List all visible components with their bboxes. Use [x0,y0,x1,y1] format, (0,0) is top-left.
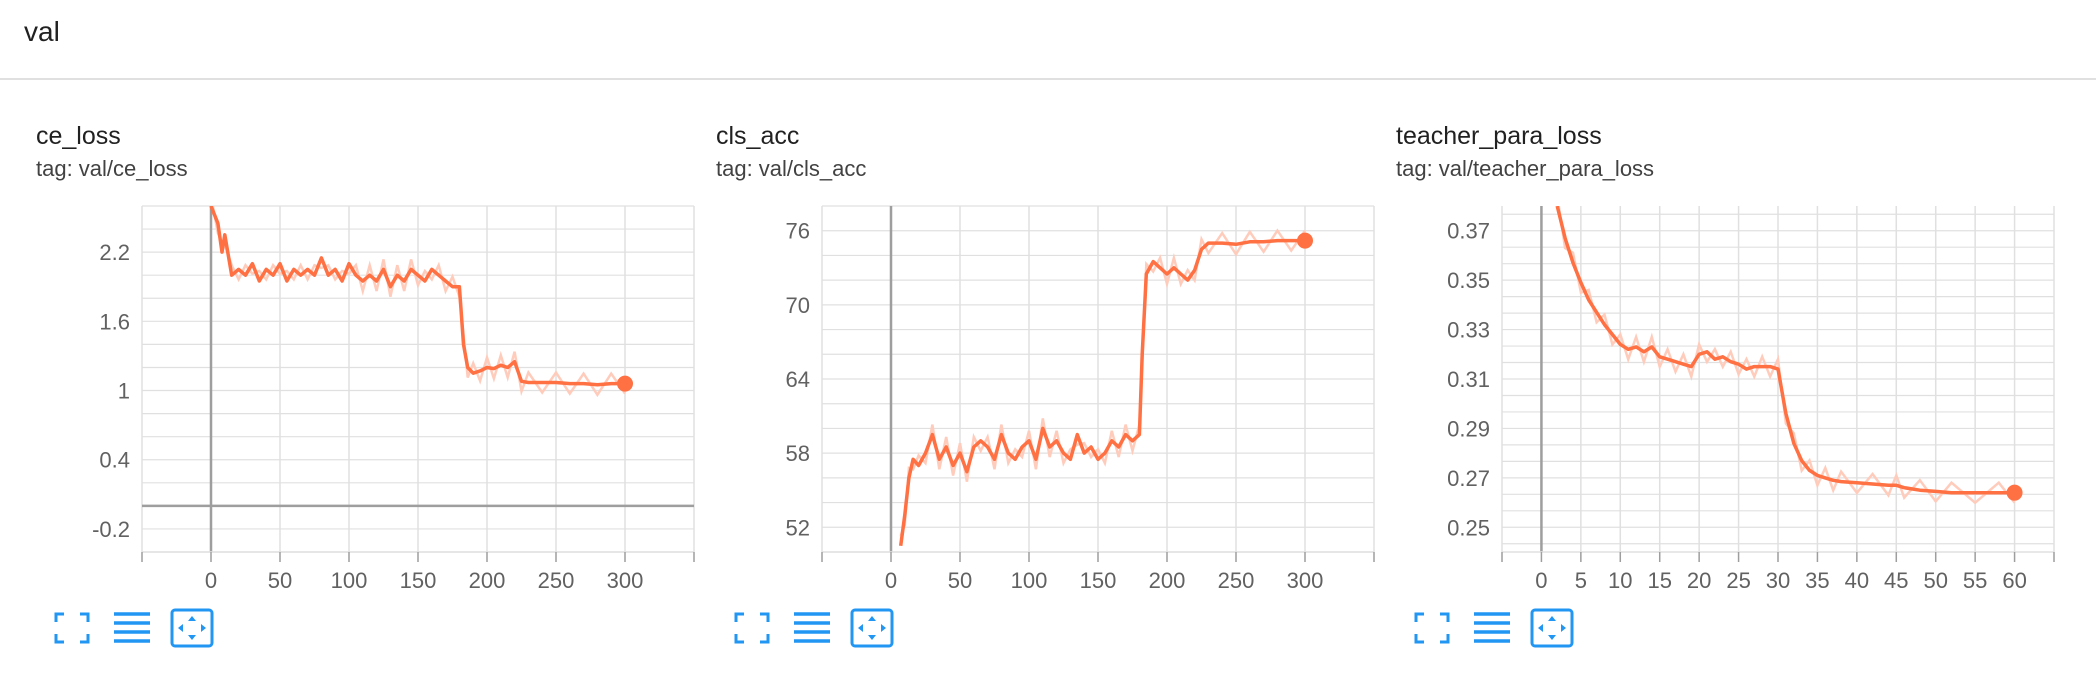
x-tick-label: 30 [1766,568,1790,593]
fullscreen-button[interactable] [1410,608,1454,648]
x-tick-label: 150 [1080,568,1117,593]
fit-domain-icon [170,608,214,648]
x-tick-label: 10 [1608,568,1632,593]
card-toolbar [50,608,270,652]
y-tick-label: 0.29 [1447,416,1490,441]
card-tag: tag: val/teacher_para_loss [1396,156,1655,181]
chart-card-ce-loss: ce_loss tag: val/ce_loss 0 50 100 150 200 250… [36,112,716,672]
x-tick-label: 100 [331,568,368,593]
x-tick-label: 55 [1963,568,1987,593]
line-chart[interactable]: 0 50 100 150 200 250 300 -0.2 0.4 1 1.6 2.2 [36,198,716,608]
x-tick-label: 50 [1923,568,1947,593]
card-tag: tag: val/ce_loss [36,156,188,181]
toggle-log-scale-button[interactable] [110,608,154,648]
y-tick-label: 1 [118,379,130,404]
toggle-log-icon [114,612,150,643]
card-toolbar [730,608,950,652]
x-tick-label: 100 [1011,568,1048,593]
card-title: cls_acc [716,122,800,150]
last-point-marker [617,375,633,392]
y-tick-label: 0.37 [1447,219,1490,244]
x-tick-label: 5 [1575,568,1587,593]
y-tick-label: 0.31 [1447,367,1490,392]
x-tick-label: 35 [1805,568,1829,593]
x-tick-label: 45 [1884,568,1908,593]
x-tick-label: 60 [2002,568,2026,593]
x-tick-label: 250 [538,568,575,593]
y-tick-label: 76 [786,219,810,244]
toggle-log-scale-button[interactable] [1470,608,1514,648]
y-tick-label: 52 [786,515,810,540]
y-tick-label: 0.25 [1447,515,1490,540]
fullscreen-button[interactable] [730,608,774,648]
x-tick-label: 40 [1845,568,1869,593]
group-title: val [24,16,60,47]
x-tick-label: 20 [1687,568,1711,593]
toggle-log-icon [1474,612,1510,643]
chart-card-cls-acc: cls_acc tag: val/cls_acc 0 50 100 150 200 250… [716,112,1396,672]
card-title: teacher_para_loss [1396,122,1602,150]
x-tick-label: 0 [885,568,897,593]
fit-domain-icon [850,608,894,648]
card-toolbar [1410,608,1630,652]
series-line [1555,206,2015,495]
x-tick-label: 200 [1149,568,1186,593]
fit-domain-button[interactable] [850,608,894,648]
x-tick-label: 200 [469,568,506,593]
y-tick-label: 58 [786,441,810,466]
toggle-log-scale-button[interactable] [790,608,834,648]
toggle-log-icon [794,612,830,643]
fullscreen-button[interactable] [50,608,94,648]
last-point-marker [1297,232,1313,249]
fullscreen-icon [1414,612,1450,644]
last-point-marker [2006,484,2023,501]
x-tick-label: 0 [205,568,217,593]
y-tick-label: 70 [786,293,810,318]
y-tick-label: 0.33 [1447,318,1490,343]
grid [1501,206,2055,552]
group-header[interactable]: val [0,0,2096,80]
x-tick-label: 250 [1218,568,1255,593]
chart-card-teacher-para-loss: teacher_para_loss tag: val/teacher_para_… [1396,112,2076,672]
y-tick-label: 64 [786,367,810,392]
x-tick-label: 50 [268,568,292,593]
grid [821,205,1375,553]
fullscreen-icon [54,612,90,644]
x-tick-label: 15 [1647,568,1671,593]
x-tick-label: 25 [1726,568,1750,593]
y-tick-label: -0.2 [92,517,130,542]
y-tick-label: 0.4 [99,448,130,473]
x-tick-label: 0 [1535,568,1547,593]
series-line [898,238,1305,547]
card-title: ce_loss [36,122,121,150]
series-line [209,206,625,387]
fit-domain-button[interactable] [1530,608,1574,648]
raw-series-line [1557,206,2016,505]
raw-series-line [899,228,1307,537]
fit-domain-icon [1530,608,1574,648]
fit-domain-button[interactable] [170,608,214,648]
x-tick-label: 300 [607,568,644,593]
grid [141,205,695,553]
x-tick-label: 150 [400,568,437,593]
line-chart[interactable]: 0 5 10 15 20 25 30 35 40 45 50 55 60 0.25 0.27 0.29 0.31… [1396,198,2076,608]
card-tag: tag: val/cls_acc [716,156,867,181]
y-tick-label: 2.2 [99,240,130,265]
x-tick-label: 300 [1287,568,1324,593]
y-tick-label: 0.27 [1447,466,1490,491]
line-chart[interactable]: 0 50 100 150 200 250 300 52 58 64 70 76 [716,198,1396,608]
y-tick-label: 0.35 [1447,268,1490,293]
fullscreen-icon [734,612,770,644]
x-tick-label: 50 [948,568,972,593]
y-tick-label: 1.6 [99,309,130,334]
